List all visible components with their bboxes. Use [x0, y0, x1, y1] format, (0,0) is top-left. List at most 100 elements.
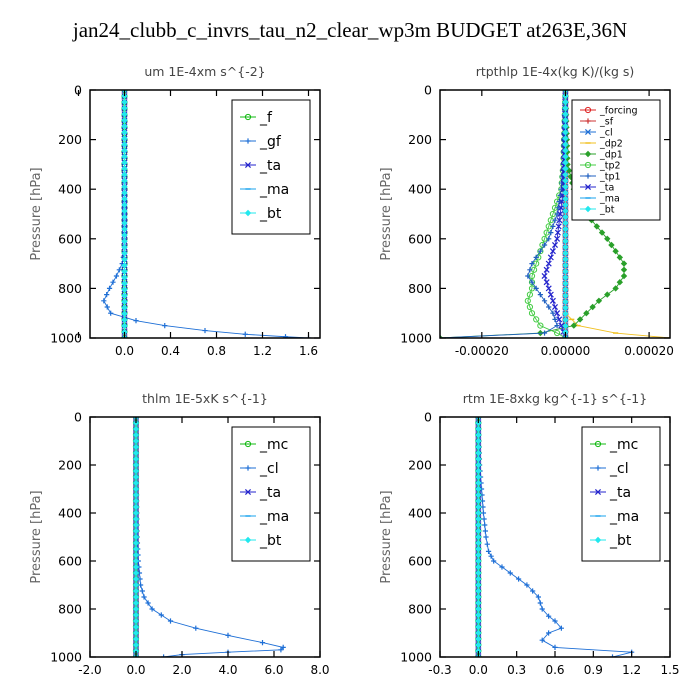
- series-point: [515, 576, 522, 582]
- series-point: [132, 467, 140, 475]
- series-point: [475, 509, 482, 517]
- series-point: [562, 274, 569, 281]
- series-point: [475, 455, 482, 463]
- y-tick-label: 0: [424, 83, 432, 98]
- series-point: [562, 153, 569, 160]
- series-point: [121, 304, 128, 311]
- series-point: [539, 637, 545, 643]
- series-point: [132, 563, 140, 571]
- series-point: [556, 316, 563, 323]
- series-point: [121, 110, 128, 118]
- y-tick-label: 1000: [50, 650, 82, 665]
- legend-label: _tp2: [599, 161, 621, 172]
- series-point: [132, 539, 140, 547]
- series-point: [530, 588, 536, 594]
- series-point: [475, 521, 482, 529]
- series-point: [121, 298, 128, 305]
- series-point: [550, 223, 556, 229]
- series-point: [121, 147, 128, 154]
- series-point: [475, 539, 482, 547]
- series-point: [132, 599, 140, 607]
- series-point: [554, 323, 560, 329]
- series-point: [121, 268, 128, 275]
- series-point: [132, 617, 140, 625]
- series-point: [550, 310, 556, 316]
- series-point: [562, 159, 569, 166]
- series-point: [616, 279, 624, 286]
- series-point: [225, 632, 231, 638]
- series-point: [539, 606, 545, 612]
- series-point: [132, 509, 140, 517]
- series-point: [546, 236, 552, 242]
- x-tick-label: 0.9: [584, 663, 603, 677]
- series-group: [101, 90, 312, 338]
- series-point: [121, 183, 128, 190]
- series-point: [161, 654, 167, 657]
- legend-label: _ma: [599, 194, 620, 205]
- series-point: [548, 230, 554, 236]
- series-point: [604, 235, 611, 242]
- legend-marker: [584, 183, 592, 191]
- y-tick-label: 800: [58, 602, 82, 617]
- series-point: [562, 244, 569, 251]
- y-tick-label: 0: [424, 410, 432, 425]
- y-tick-label: 600: [408, 231, 432, 246]
- legend-box: [581, 426, 661, 562]
- series-point: [121, 310, 128, 318]
- legend-label: _mc: [609, 437, 638, 453]
- series-point: [562, 135, 569, 142]
- series-point: [475, 491, 482, 499]
- series-point: [475, 449, 482, 457]
- legend-box: [231, 99, 311, 235]
- series-point: [101, 298, 107, 304]
- y-tick-label: 600: [58, 554, 82, 569]
- series-point: [475, 617, 482, 625]
- x-tick-label: 8.0: [310, 663, 329, 677]
- series-point: [121, 117, 128, 124]
- y-tick-label: 1000: [50, 331, 82, 346]
- series-point: [132, 641, 140, 649]
- legend-label: _bt: [609, 533, 632, 549]
- series-point: [475, 599, 482, 607]
- chart-panel-2: rtpthlp 1E-4x(kg K)/(kg s) Pressure [hPa]…: [379, 64, 674, 358]
- series-point: [533, 316, 540, 323]
- series-point: [488, 553, 494, 559]
- series-point: [562, 92, 569, 100]
- legend-label: _cl: [609, 461, 629, 477]
- series-point: [475, 479, 482, 487]
- series-point: [604, 291, 611, 298]
- series-point: [121, 165, 128, 172]
- series-point: [537, 292, 543, 298]
- legend-label: _forcing: [599, 106, 638, 117]
- series-point: [121, 219, 128, 227]
- series-point: [475, 533, 482, 541]
- series-point: [620, 260, 628, 267]
- series-point: [562, 225, 569, 233]
- series-point: [167, 618, 174, 624]
- y-tick-label: 600: [408, 554, 432, 569]
- series-point: [132, 521, 140, 529]
- series-point: [132, 417, 140, 421]
- legend-marker: [595, 465, 601, 471]
- x-tick-label: -2.0: [78, 663, 101, 677]
- series-point: [121, 92, 128, 100]
- legend-marker: [584, 128, 592, 136]
- y-tick-label: 200: [408, 132, 432, 147]
- series-point: [562, 104, 569, 112]
- series-point: [556, 217, 563, 224]
- series-point: [475, 503, 482, 511]
- series-point: [491, 558, 497, 564]
- legend-label: _f: [259, 110, 273, 126]
- y-axis-label: Pressure [hPa]: [379, 167, 394, 260]
- series-point: [555, 223, 562, 230]
- series-point: [475, 461, 482, 469]
- y-tick-label: 200: [58, 132, 82, 147]
- series-point: [132, 443, 140, 451]
- series-point: [562, 334, 569, 338]
- series-point: [528, 310, 536, 317]
- series-point: [132, 455, 140, 463]
- series-point: [507, 570, 513, 576]
- series-point: [475, 629, 482, 637]
- series-point: [282, 334, 289, 338]
- series-point: [475, 581, 482, 589]
